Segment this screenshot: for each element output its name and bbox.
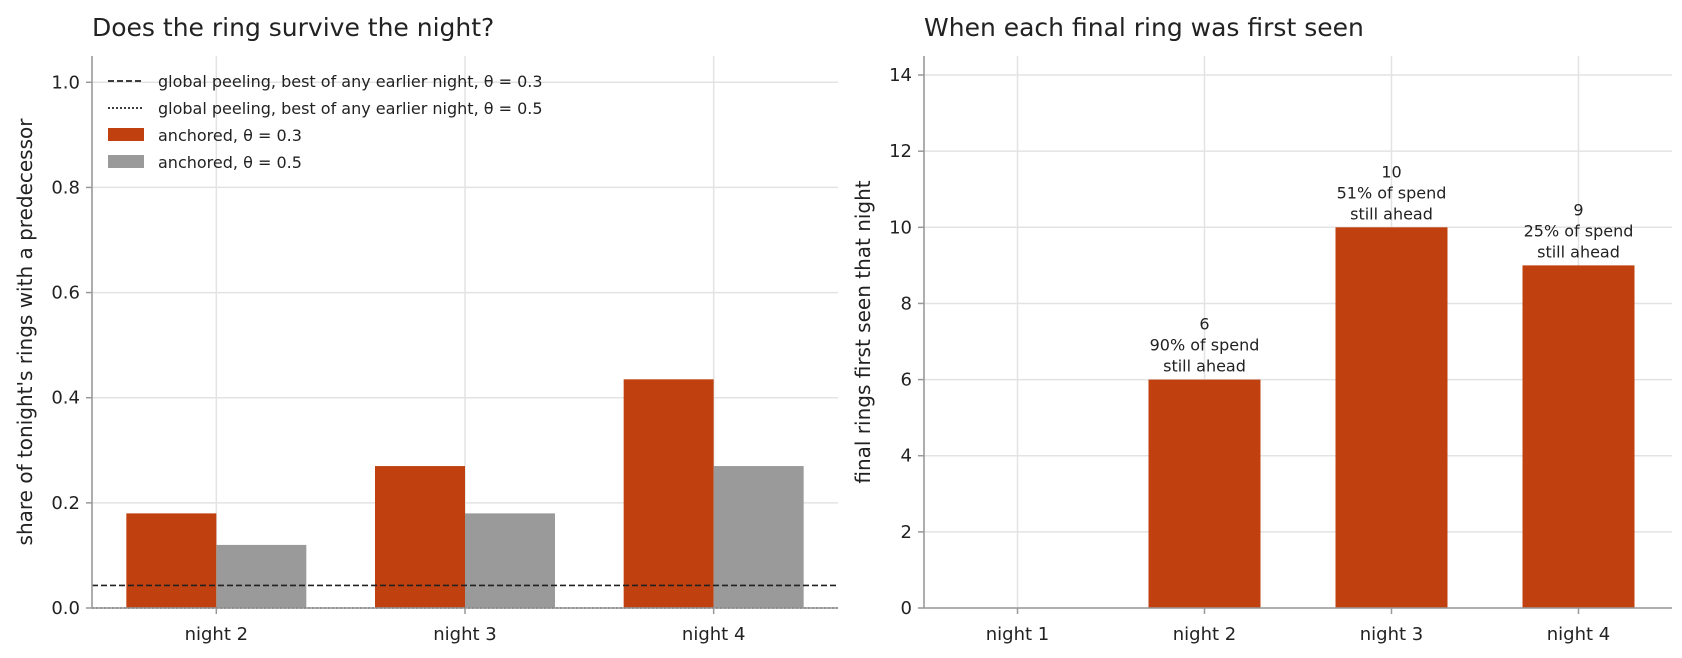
bar-anchored-05 — [216, 544, 307, 608]
legend-label: global peeling, best of any earlier nigh… — [158, 72, 543, 91]
legend-swatch-anchored-03 — [108, 128, 144, 141]
bar-annotation: 6 — [1199, 315, 1209, 334]
bar-first-seen — [1522, 265, 1635, 608]
y-tick-label: 0.8 — [51, 177, 80, 198]
y-tick-label: 4 — [901, 446, 912, 467]
right-annotations: 6 90% of spend still ahead 10 51% of spend st… — [1150, 162, 1634, 375]
left-chart-title: Does the ring survive the night? — [92, 13, 494, 42]
right-y-axis-label: final rings first seen that night — [851, 180, 875, 483]
bar-anchored-03 — [623, 379, 714, 608]
bar-annotation: still ahead — [1537, 242, 1620, 261]
x-tick-label: night 4 — [1547, 624, 1610, 645]
y-tick-label: 0.2 — [51, 493, 80, 514]
legend-label: global peeling, best of any earlier nigh… — [158, 99, 543, 118]
bar-first-seen — [1148, 379, 1261, 608]
legend: global peeling, best of any earlier nigh… — [108, 72, 543, 172]
left-chart: Does the ring survive the night? 0.00.20… — [13, 13, 838, 645]
left-x-ticks: night 2 night 3 night 4 — [185, 608, 745, 645]
bar-first-seen — [1335, 227, 1448, 608]
right-bars — [1148, 227, 1635, 608]
y-tick-label: 0.6 — [51, 283, 80, 304]
bar-annotation: still ahead — [1163, 357, 1246, 376]
x-tick-label: night 2 — [1173, 624, 1236, 645]
bar-annotation: 10 — [1381, 162, 1401, 181]
y-tick-label: 12 — [889, 141, 912, 162]
x-tick-label: night 3 — [1360, 624, 1423, 645]
legend-label: anchored, θ = 0.5 — [158, 153, 302, 172]
y-tick-label: 0.0 — [51, 598, 80, 619]
y-tick-label: 1.0 — [51, 72, 80, 93]
bar-annotation: 9 — [1573, 200, 1583, 219]
y-tick-label: 14 — [889, 65, 912, 86]
y-tick-label: 0 — [901, 598, 912, 619]
right-chart: When each final ring was first seen 6 90%… — [851, 13, 1672, 645]
y-tick-label: 2 — [901, 522, 912, 543]
legend-swatch-anchored-05 — [108, 155, 144, 168]
bar-annotation: still ahead — [1350, 204, 1433, 223]
bar-annotation: 25% of spend — [1524, 221, 1634, 240]
left-y-ticks: 0.0 0.2 0.4 0.6 0.8 1.0 — [51, 72, 92, 619]
y-tick-label: 10 — [889, 217, 912, 238]
right-chart-title: When each final ring was first seen — [924, 13, 1364, 42]
y-tick-label: 0.4 — [51, 388, 80, 409]
bar-anchored-05 — [713, 466, 804, 608]
y-tick-label: 6 — [901, 370, 912, 391]
bar-anchored-03 — [375, 466, 465, 608]
y-tick-label: 8 — [901, 293, 912, 314]
bar-anchored-03 — [126, 513, 217, 608]
bar-anchored-05 — [465, 513, 555, 608]
left-y-axis-label: share of tonight's rings with a predeces… — [13, 118, 37, 546]
bar-annotation: 90% of spend — [1150, 336, 1260, 355]
x-tick-label: night 3 — [433, 624, 496, 645]
x-tick-label: night 4 — [682, 624, 745, 645]
left-gridlines — [92, 56, 838, 609]
left-bars — [126, 379, 804, 608]
x-tick-label: night 2 — [185, 624, 248, 645]
right-y-ticks: 0 2 4 6 8 10 12 14 — [889, 65, 924, 619]
legend-label: anchored, θ = 0.3 — [158, 126, 302, 145]
bar-annotation: 51% of spend — [1337, 183, 1447, 202]
x-tick-label: night 1 — [986, 624, 1049, 645]
right-x-ticks: night 1 night 2 night 3 night 4 — [986, 608, 1610, 645]
